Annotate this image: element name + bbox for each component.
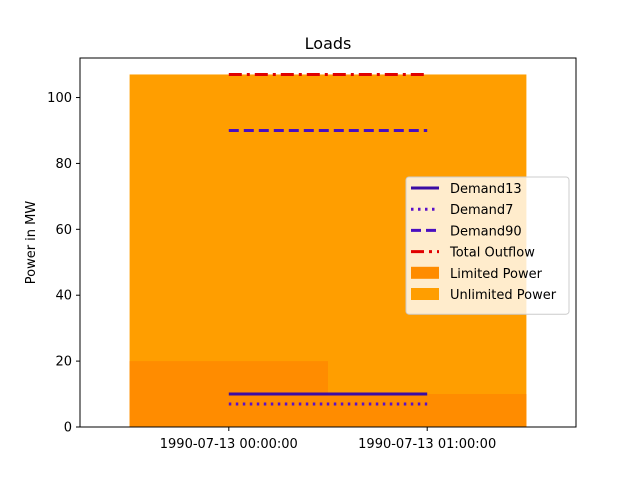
chart-title: Loads	[305, 34, 352, 53]
x-tick-label-1: 1990-07-13 01:00:00	[358, 437, 496, 452]
y-tick-label-40: 40	[55, 289, 72, 304]
legend-swatch-unlimited-power	[411, 288, 439, 300]
y-tick-label-20: 20	[55, 355, 72, 370]
x-tick-label-0: 1990-07-13 00:00:00	[160, 437, 298, 452]
y-tick-label-100: 100	[47, 91, 72, 106]
legend-label-demand90: Demand90	[450, 224, 522, 239]
legend-label-demand13: Demand13	[450, 182, 522, 197]
y-tick-label-60: 60	[55, 223, 72, 238]
legend: Demand13 Demand7 Demand90 Total Outflow Limi…	[405, 176, 570, 315]
y-axis: 0 20 40 60 80 100	[47, 91, 80, 436]
legend-label-total-outflow: Total Outflow	[449, 246, 535, 261]
legend-box	[405, 176, 570, 315]
bar-limited-power-1	[328, 394, 527, 427]
y-axis-label: Power in MW	[24, 201, 39, 285]
legend-swatch-limited-power	[411, 266, 439, 279]
legend-label-limited-power: Limited Power	[450, 267, 543, 282]
y-tick-label-80: 80	[55, 157, 72, 172]
legend-label-demand7: Demand7	[450, 203, 513, 218]
x-axis: 1990-07-13 00:00:00 1990-07-13 01:00:00	[160, 427, 496, 452]
legend-label-unlimited-power: Unlimited Power	[450, 288, 557, 303]
axes-frame	[79, 57, 577, 428]
y-tick-label-0: 0	[64, 421, 72, 436]
